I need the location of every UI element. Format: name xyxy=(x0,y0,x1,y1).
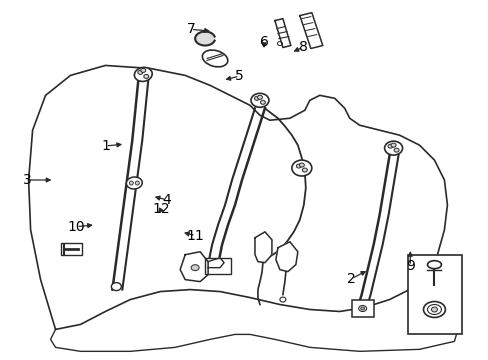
Polygon shape xyxy=(299,13,322,49)
Ellipse shape xyxy=(427,261,441,269)
Polygon shape xyxy=(274,19,290,48)
Ellipse shape xyxy=(296,164,301,168)
Ellipse shape xyxy=(135,181,139,185)
Polygon shape xyxy=(180,252,208,282)
Ellipse shape xyxy=(384,141,402,155)
Ellipse shape xyxy=(291,160,311,176)
Ellipse shape xyxy=(191,265,199,271)
Ellipse shape xyxy=(279,297,285,302)
Text: 5: 5 xyxy=(235,69,244,83)
Polygon shape xyxy=(208,258,224,268)
Ellipse shape xyxy=(390,143,395,147)
Ellipse shape xyxy=(202,50,227,67)
FancyBboxPatch shape xyxy=(61,243,82,255)
FancyBboxPatch shape xyxy=(351,300,373,318)
Text: 2: 2 xyxy=(346,271,355,285)
Text: 3: 3 xyxy=(23,173,32,187)
Text: 10: 10 xyxy=(67,220,85,234)
Text: 7: 7 xyxy=(186,22,195,36)
Ellipse shape xyxy=(430,307,437,312)
Ellipse shape xyxy=(423,302,445,318)
Ellipse shape xyxy=(302,168,306,172)
Ellipse shape xyxy=(250,93,268,107)
Ellipse shape xyxy=(260,100,265,104)
Ellipse shape xyxy=(141,68,145,72)
Ellipse shape xyxy=(393,148,398,152)
FancyBboxPatch shape xyxy=(407,255,462,334)
Polygon shape xyxy=(195,32,214,45)
Ellipse shape xyxy=(387,144,392,148)
Ellipse shape xyxy=(299,163,304,167)
Ellipse shape xyxy=(129,181,133,185)
Text: 4: 4 xyxy=(162,193,170,207)
Text: 1: 1 xyxy=(101,139,110,153)
Polygon shape xyxy=(254,232,271,263)
Ellipse shape xyxy=(427,305,441,315)
Text: 8: 8 xyxy=(298,40,307,54)
Polygon shape xyxy=(29,66,447,329)
Text: 9: 9 xyxy=(405,259,414,273)
Ellipse shape xyxy=(111,283,121,291)
Polygon shape xyxy=(275,242,297,272)
Text: 6: 6 xyxy=(259,35,268,49)
Ellipse shape xyxy=(143,75,148,78)
Ellipse shape xyxy=(360,307,364,310)
Text: 11: 11 xyxy=(186,229,204,243)
Ellipse shape xyxy=(254,96,259,100)
Text: 12: 12 xyxy=(152,202,170,216)
FancyBboxPatch shape xyxy=(204,258,230,274)
Ellipse shape xyxy=(138,71,142,75)
Ellipse shape xyxy=(134,67,152,81)
Ellipse shape xyxy=(126,177,142,189)
Ellipse shape xyxy=(257,95,262,99)
